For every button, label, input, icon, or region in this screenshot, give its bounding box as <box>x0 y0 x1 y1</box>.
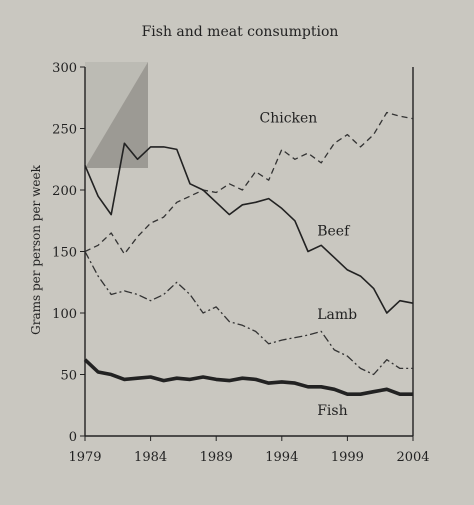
y-tick-label: 0 <box>69 430 77 445</box>
chart-title: Fish and meat consumption <box>142 24 339 40</box>
y-tick-label: 50 <box>60 369 77 384</box>
y-axis-label: Grams per person per week <box>29 164 43 334</box>
series-label-beef: Beef <box>317 224 351 240</box>
series-line-chicken <box>84 111 414 255</box>
series-lines <box>83 111 414 397</box>
x-tick-label: 1979 <box>68 450 101 465</box>
x-tick-label: 2004 <box>396 450 429 465</box>
x-tick-label: 1989 <box>200 450 233 465</box>
series-label-lamb: Lamb <box>317 307 357 323</box>
y-tick-label: 200 <box>52 184 77 199</box>
x-tick-label: 1994 <box>265 450 298 465</box>
y-tick-label: 100 <box>52 307 77 322</box>
series-label-fish: Fish <box>317 403 347 419</box>
series-line-lamb <box>84 251 413 376</box>
x-tick-label: 1984 <box>134 450 167 465</box>
ticks: 0 50 100 150 200 250 300 1979 1984 1989 1994 1999 20… <box>52 61 429 465</box>
series-label-chicken: Chicken <box>259 110 317 126</box>
series-line-fish <box>83 358 413 397</box>
y-tick-label: 250 <box>52 123 77 138</box>
series-labels: Chicken Beef Lamb Fish <box>259 110 357 419</box>
series-line-beef <box>84 142 414 314</box>
y-tick-label: 150 <box>52 246 77 261</box>
y-tick-label: 300 <box>52 61 77 76</box>
watermark <box>85 62 148 168</box>
x-tick-label: 1999 <box>331 450 364 465</box>
